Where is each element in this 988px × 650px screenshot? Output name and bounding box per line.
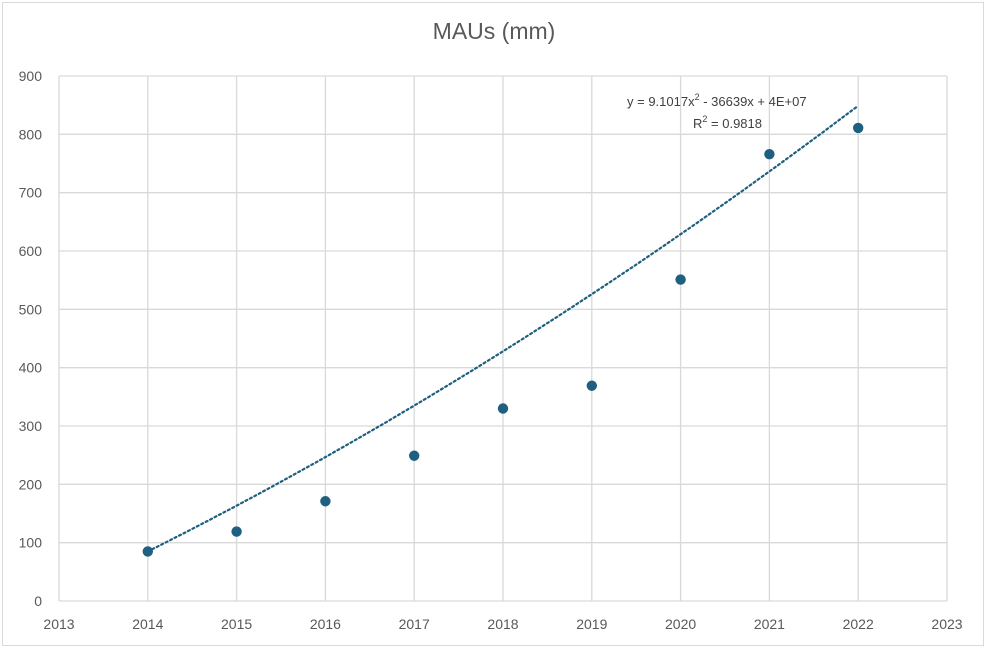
y-tick-label: 0: [34, 593, 42, 609]
data-point: [409, 450, 420, 461]
x-tick-label: 2017: [399, 616, 430, 632]
equation-text: y = 9.1017x: [627, 94, 695, 109]
trendline-equation: y = 9.1017x2 - 36639x + 4E+07: [627, 92, 807, 109]
data-point: [142, 546, 153, 557]
r-squared-value: = 0.9818: [707, 116, 762, 131]
y-tick-label: 400: [19, 360, 43, 376]
data-point: [231, 526, 242, 537]
data-point: [764, 148, 775, 160]
y-tick-label: 600: [19, 243, 43, 259]
x-tick-label: 2016: [310, 616, 341, 632]
data-point: [853, 122, 864, 134]
r-squared-label: R: [693, 116, 702, 131]
x-tick-label: 2019: [576, 616, 607, 632]
y-tick-label: 800: [19, 126, 43, 142]
trendline: [146, 104, 860, 553]
x-tick-label: 2020: [665, 616, 696, 632]
x-tick-label: 2014: [132, 616, 163, 632]
data-points: [142, 122, 864, 557]
x-tick-labels: 2013 2014 2015 2016 2017 2018 2019 2020 2021 2022…: [43, 616, 962, 632]
x-tick-label: 2015: [221, 616, 252, 632]
y-tick-label: 700: [19, 185, 43, 201]
y-tick-label: 200: [19, 476, 43, 492]
data-point: [320, 496, 331, 507]
equation-rest: - 36639x + 4E+07: [700, 94, 807, 109]
y-tick-label: 100: [19, 535, 43, 551]
y-tick-labels: 0 100 200 300 400 500 600 700 800 900: [19, 68, 43, 609]
data-point: [675, 274, 686, 285]
y-tick-label: 300: [19, 418, 43, 434]
x-tick-label: 2022: [843, 616, 874, 632]
data-point: [586, 380, 597, 391]
x-tick-label: 2021: [754, 616, 785, 632]
data-point: [497, 403, 509, 414]
y-tick-label: 900: [19, 68, 43, 84]
grid: [58, 75, 948, 602]
r-squared: R2 = 0.9818: [693, 114, 762, 131]
y-tick-label: 500: [19, 301, 43, 317]
x-tick-label: 2018: [487, 616, 518, 632]
r-squared-exponent: 2: [702, 114, 707, 124]
chart-title: MAUs (mm): [432, 18, 556, 44]
x-tick-label: 2023: [931, 616, 962, 632]
equation-exponent: 2: [695, 92, 700, 102]
x-tick-label: 2013: [43, 616, 74, 632]
